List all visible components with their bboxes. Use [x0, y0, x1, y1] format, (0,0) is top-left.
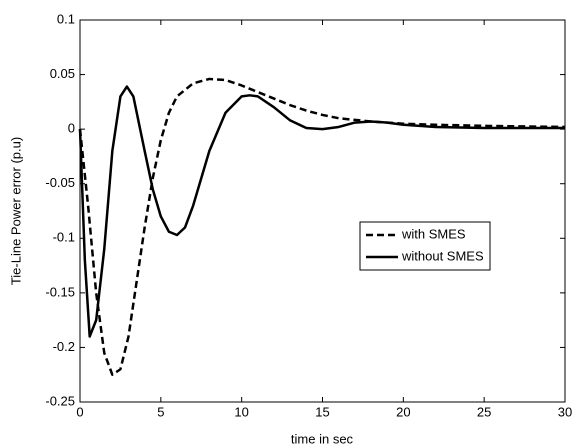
plot-area — [79, 19, 566, 403]
x-tick-label: 20 — [396, 404, 410, 419]
x-tick-label: 25 — [477, 404, 491, 419]
x-tick-label: 0 — [76, 404, 83, 419]
y-tick-label: 0.05 — [50, 66, 75, 81]
y-tick-label: -0.2 — [53, 339, 75, 354]
legend-label: with SMES — [401, 226, 466, 241]
y-tick-label: -0.05 — [45, 175, 75, 190]
y-tick-label: -0.25 — [45, 393, 75, 408]
y-tick-label: 0 — [68, 121, 75, 136]
y-tick-label: -0.1 — [53, 230, 75, 245]
legend-label: without SMES — [401, 248, 484, 263]
legend-box — [359, 221, 491, 271]
x-tick-label: 5 — [157, 404, 164, 419]
y-tick-label: -0.15 — [45, 284, 75, 299]
line-series — [78, 77, 566, 376]
x-tick-label: 10 — [234, 404, 248, 419]
x-tick-label: 15 — [315, 404, 329, 419]
line-series — [78, 85, 565, 338]
y-axis-label: Tie-Line Power error (p.u) — [8, 137, 23, 285]
x-axis-label: time in sec — [291, 431, 354, 446]
x-tick-label: 30 — [558, 404, 572, 419]
y-tick-label: 0.1 — [57, 11, 75, 26]
